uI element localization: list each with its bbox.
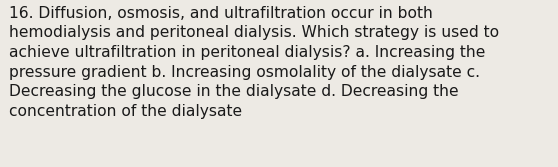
Text: 16. Diffusion, osmosis, and ultrafiltration occur in both
hemodialysis and perit: 16. Diffusion, osmosis, and ultrafiltrat…: [9, 6, 499, 119]
